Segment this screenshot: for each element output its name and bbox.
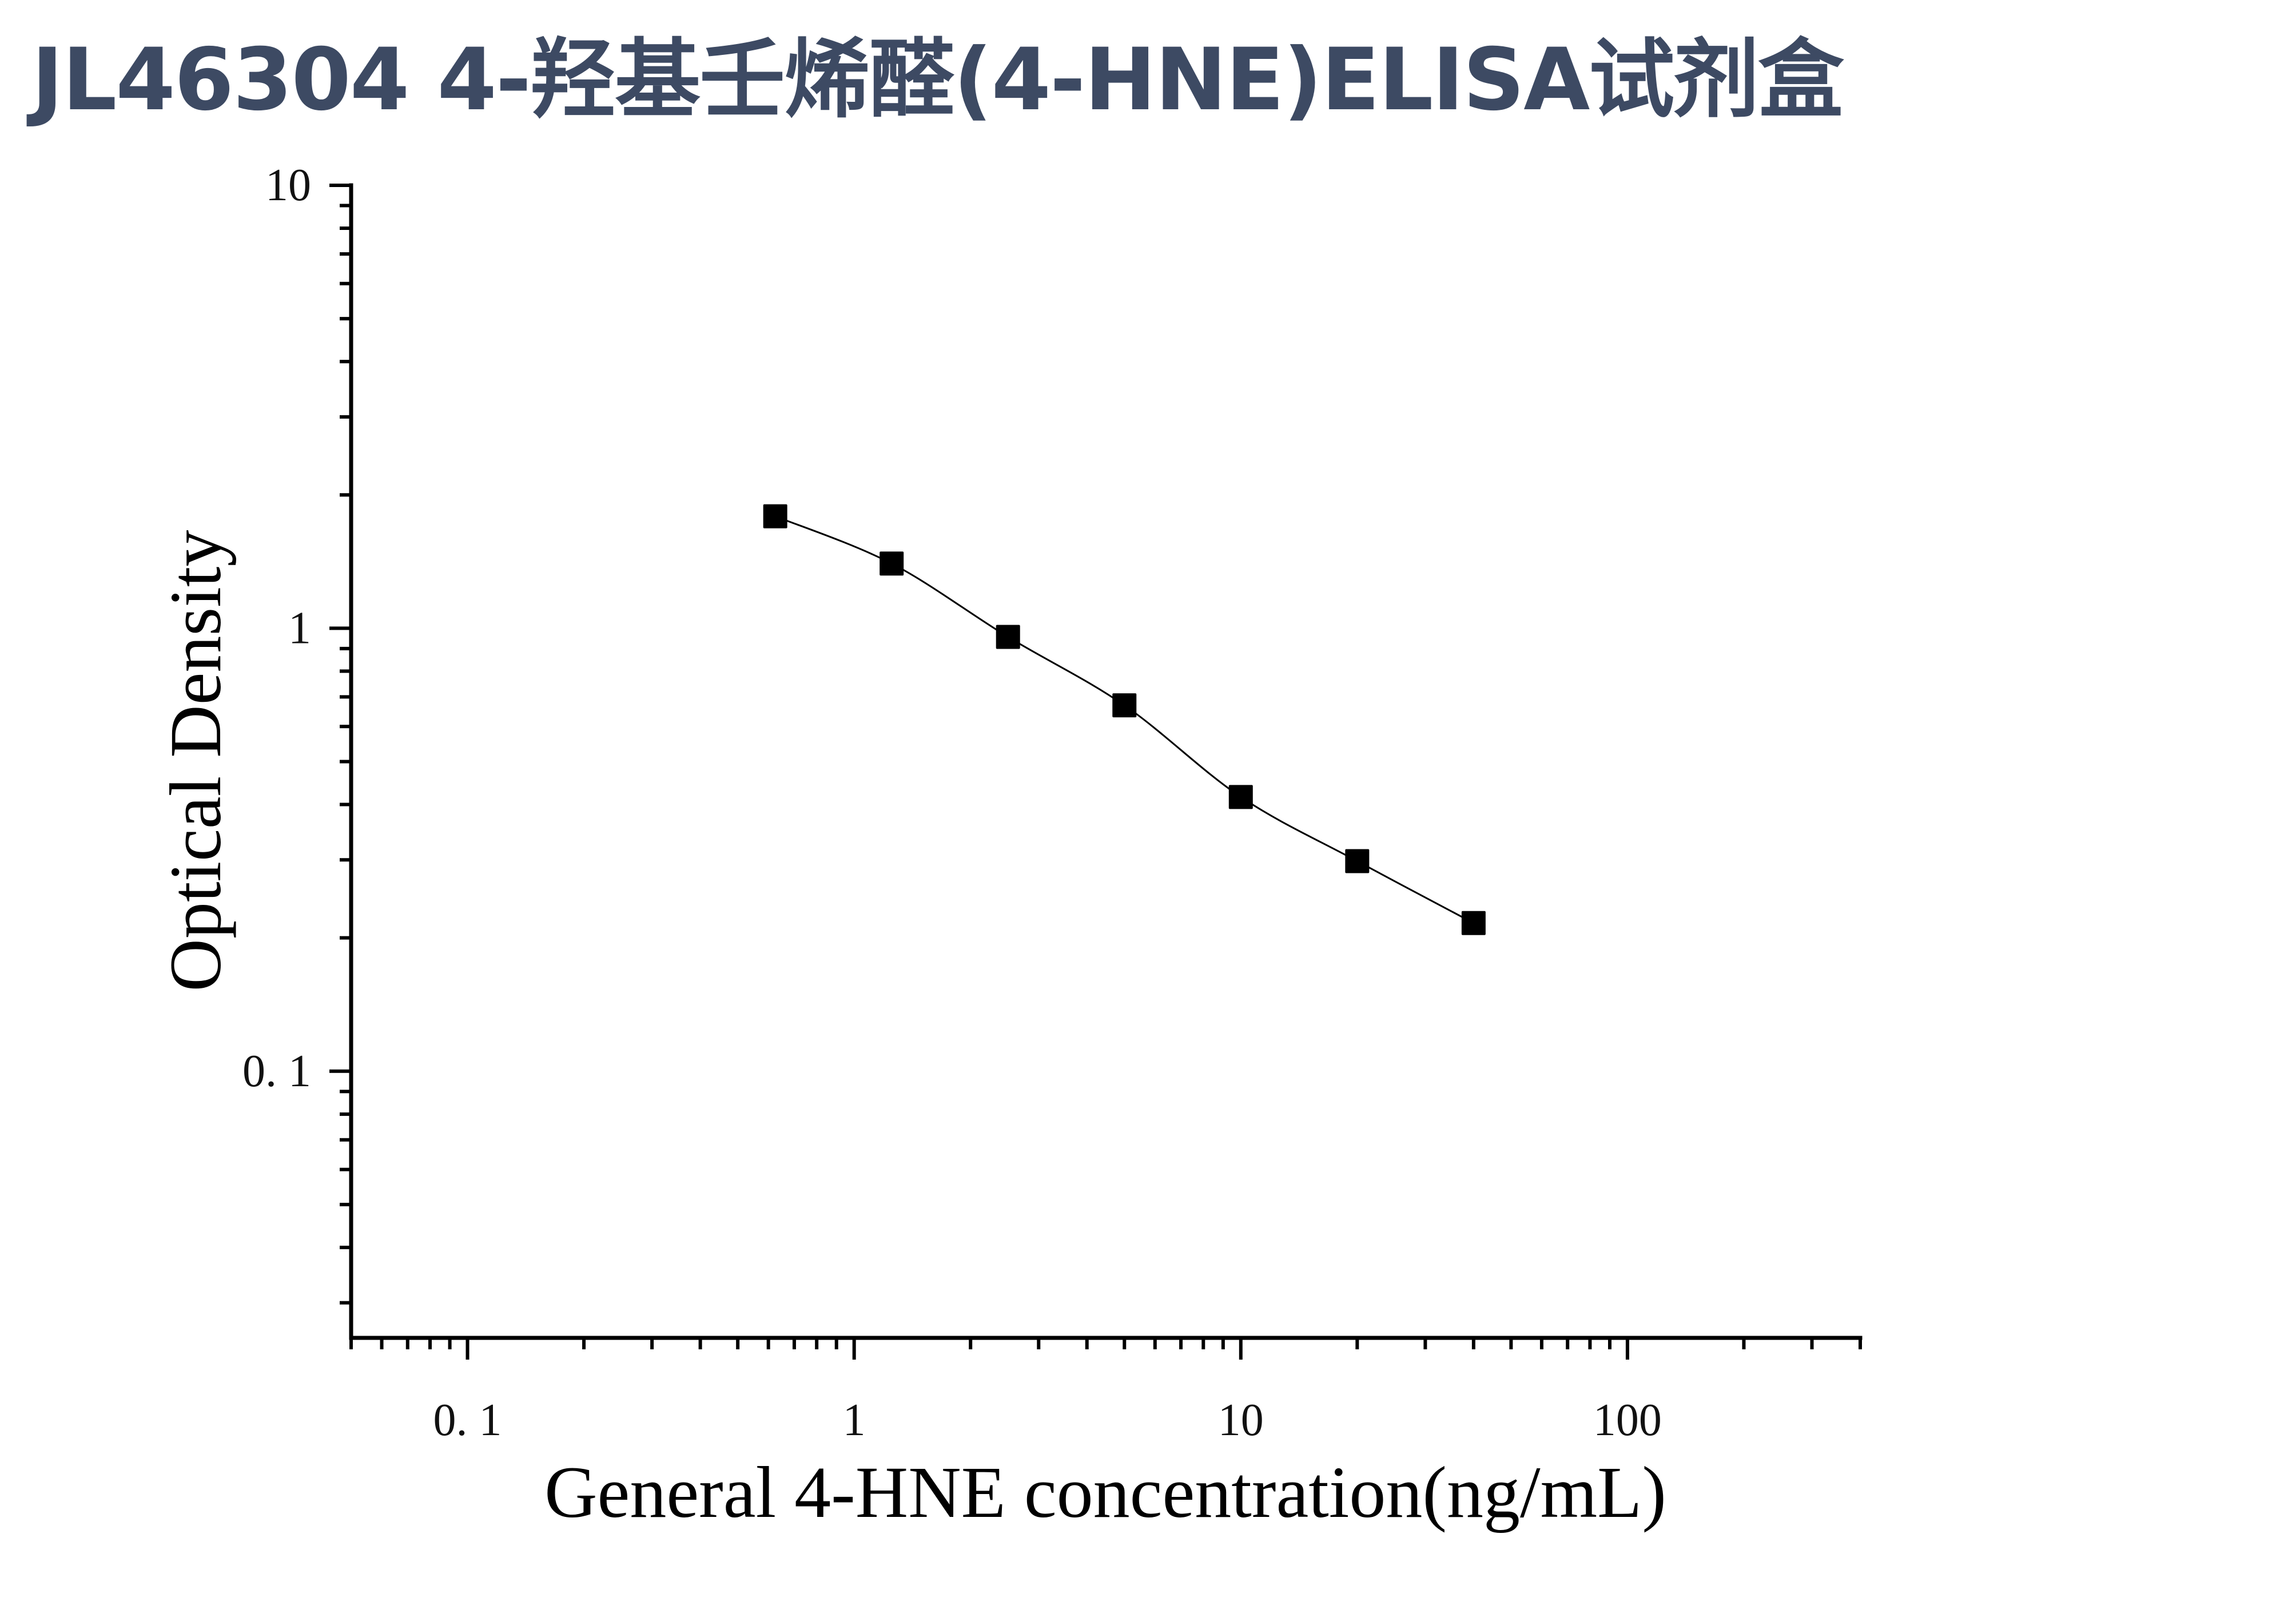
data-points (763, 504, 1486, 935)
x-tick-label: 10 (1218, 1395, 1264, 1445)
data-point-square-marker (763, 504, 787, 529)
data-point-square-marker (996, 625, 1020, 649)
data-point-square-marker (1112, 693, 1137, 718)
data-point-square-marker (880, 551, 904, 576)
y-axis (329, 183, 353, 1340)
data-point-square-marker (1345, 849, 1370, 873)
page-title: JL46304 4-羟基壬烯醛(4-HNE)ELISA试剂盒 (31, 30, 1844, 130)
x-tick-label: 1 (843, 1395, 866, 1445)
data-point-square-marker (1228, 785, 1253, 809)
y-tick-label: 10 (265, 160, 311, 210)
plot-area (763, 504, 1486, 935)
x-tick-label: 0. 1 (433, 1395, 502, 1445)
y-tick-labels: 0. 1 1 10 (242, 160, 311, 1097)
x-tick-label: 100 (1593, 1395, 1662, 1445)
data-point-square-marker (1461, 911, 1486, 935)
y-tick-label: 0. 1 (242, 1046, 311, 1097)
x-tick-labels: 0. 1 1 10 100 (433, 1395, 1662, 1445)
x-axis (349, 1336, 1863, 1360)
x-axis-title: General 4-HNE concentration(ng/mL) (544, 1452, 1666, 1533)
y-tick-label: 1 (288, 603, 311, 653)
y-axis-title: Optical Density (155, 530, 236, 992)
